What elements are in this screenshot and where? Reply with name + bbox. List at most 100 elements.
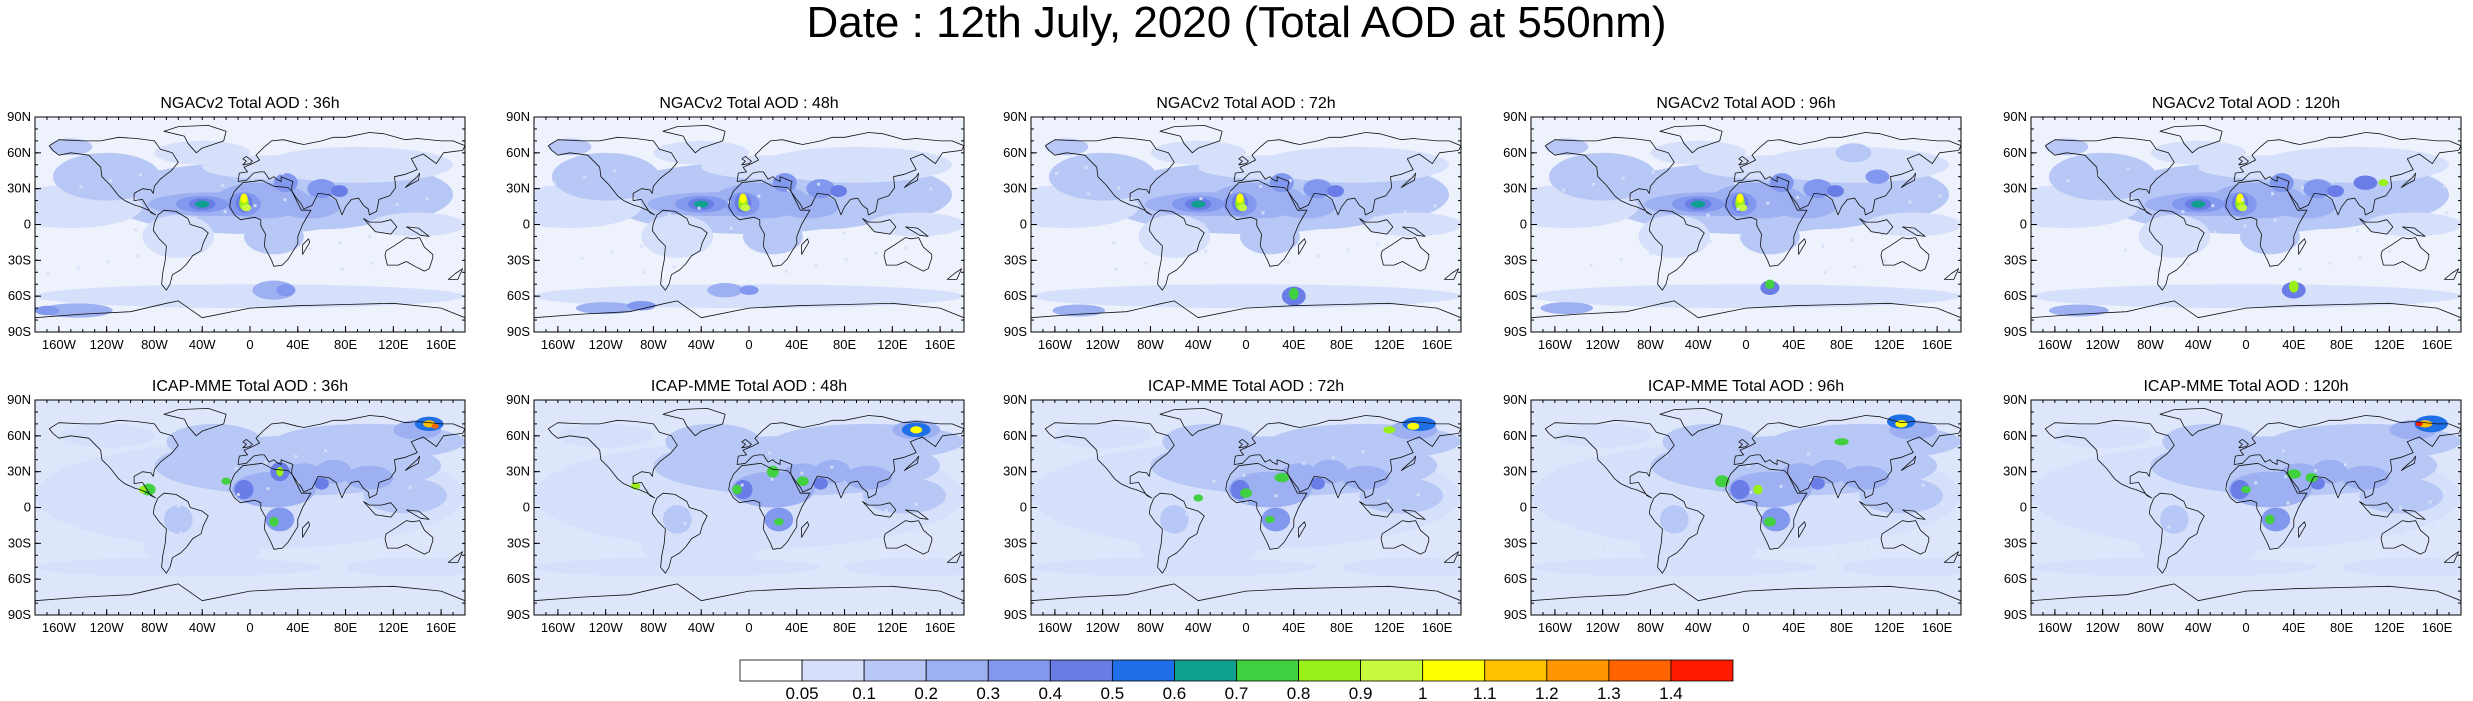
lon-tick-label: 120E <box>1874 620 1905 635</box>
aod-contour <box>240 193 248 204</box>
aod-contour <box>1048 152 1157 201</box>
lon-tick-label: 160W <box>1038 337 1073 352</box>
lon-tick-label: 120W <box>589 337 624 352</box>
lon-tick-label: 0 <box>1242 337 1249 352</box>
aod-contour <box>774 518 784 526</box>
aod-contour <box>49 138 93 156</box>
lon-tick-label: 160E <box>426 620 457 635</box>
colorbar: 0.05 0.1 0.2 0.3 0.4 0.5 0.6 0.7 0.8 0.9 1 1.1 1.2 1.… <box>739 659 1734 701</box>
lat-tick-label: 30N <box>1503 181 1527 196</box>
lon-tick-label: 80W <box>1637 337 1664 352</box>
lon-tick-label: 160W <box>2038 620 2073 635</box>
lon-tick-label: 0 <box>745 337 752 352</box>
colorbar-label: 0.3 <box>976 684 1000 701</box>
aod-contour <box>431 423 439 429</box>
aod-field <box>534 117 964 332</box>
aod-contour <box>2160 505 2189 534</box>
coastlines <box>2031 407 2461 615</box>
lat-tick-label: 90S <box>1004 607 1027 622</box>
lon-tick-label: 40E <box>2282 620 2305 635</box>
lon-tick-label: 40W <box>1185 620 1212 635</box>
aod-contour <box>164 505 193 534</box>
aod-contour <box>1191 200 1206 208</box>
lon-tick-label: 120W <box>1086 620 1121 635</box>
aod-contour <box>1052 304 1106 317</box>
lon-tick-label: 160E <box>2422 620 2453 635</box>
lat-tick-label: 0 <box>1020 217 1027 232</box>
panel-title: ICAP-MME Total AOD : 48h <box>651 378 847 395</box>
aod-contour <box>1763 517 1776 527</box>
lat-tick-label: 30S <box>507 252 530 267</box>
lon-tick-label: 40W <box>1685 337 1712 352</box>
aod-contour <box>1531 557 1818 577</box>
aod-contour <box>1054 423 1151 448</box>
lon-tick-label: 160W <box>1538 620 1573 635</box>
aod-contour <box>1311 459 1348 484</box>
aod-contour <box>2265 514 2275 525</box>
lat-tick-label: 30N <box>1003 464 1027 479</box>
aod-contour <box>1045 138 1089 156</box>
lon-tick-label: 80W <box>2137 620 2164 635</box>
lat-tick-label: 60S <box>1504 288 1527 303</box>
aod-contour <box>1778 463 1822 492</box>
aod-contour <box>2327 185 2344 198</box>
aod-contour <box>2048 152 2157 201</box>
aod-contour <box>315 459 352 484</box>
aod-contour <box>2261 507 2291 532</box>
lon-tick-label: 160W <box>42 337 77 352</box>
aod-contour <box>1827 185 1844 198</box>
colorbar-label: 0.9 <box>1349 684 1373 701</box>
colorbar-swatch <box>1546 659 1610 682</box>
aod-contour <box>221 477 231 485</box>
lat-tick-label: 60N <box>2003 428 2027 443</box>
aod-contour <box>1240 488 1252 498</box>
aod-contour <box>1769 173 1794 193</box>
aod-contour <box>35 557 322 577</box>
aod-contour <box>2241 486 2251 494</box>
aod-contour <box>2286 469 2301 479</box>
colorbar-label: 0.5 <box>1101 684 1125 701</box>
lat-tick-label: 90N <box>1003 392 1027 407</box>
map-panel: 90N 60N 30N 0 30S 60S 90S 160W 120W 80W 40W 0 40E 80E… <box>506 378 965 635</box>
aod-contour <box>2378 179 2389 187</box>
aod-contour <box>241 204 252 212</box>
aod-contour <box>2162 423 2258 460</box>
aod-contour <box>2048 304 2109 317</box>
lon-tick-label: 80E <box>2330 620 2353 635</box>
lat-tick-label: 30N <box>2003 181 2027 196</box>
aod-contour <box>2045 138 2089 156</box>
aod-contour <box>35 284 465 309</box>
aod-contour <box>2240 218 2300 255</box>
lon-tick-label: 40E <box>286 337 309 352</box>
colorbar-label: 0.7 <box>1225 684 1249 701</box>
colorbar-label: 1.4 <box>1659 684 1683 701</box>
lat-tick-label: 30N <box>506 181 530 196</box>
map-panel: 90N 60N 30N 0 30S 60S 90S 160W 120W 80W 40W 0 40E 80E… <box>1003 378 1462 635</box>
aod-contour <box>1841 465 1890 490</box>
aod-contour <box>534 557 821 577</box>
lat-tick-label: 90N <box>2003 109 2027 124</box>
lon-tick-label: 80W <box>141 620 168 635</box>
aod-contour <box>627 300 656 311</box>
lon-tick-label: 40W <box>688 337 715 352</box>
aod-contour <box>1138 214 1211 258</box>
lon-tick-label: 0 <box>2242 337 2249 352</box>
lon-tick-label: 0 <box>1242 620 1249 635</box>
lat-tick-label: 90N <box>7 392 31 407</box>
colorbar-swatch <box>1484 659 1548 682</box>
aod-contour <box>369 212 465 237</box>
coastlines <box>1031 125 1461 332</box>
lat-tick-label: 90S <box>507 324 530 339</box>
aod-contour <box>35 305 59 316</box>
coastlines <box>1031 407 1461 615</box>
aod-contour <box>641 214 714 258</box>
lat-tick-label: 0 <box>1520 500 1527 515</box>
aod-contour <box>2230 480 2250 500</box>
lon-tick-label: 80W <box>1137 337 1164 352</box>
lat-tick-label: 30S <box>8 535 31 550</box>
lon-tick-label: 0 <box>1742 620 1749 635</box>
lat-tick-label: 60N <box>1503 145 1527 160</box>
lon-tick-label: 120E <box>378 337 409 352</box>
aod-contour <box>1803 179 1832 199</box>
lon-tick-label: 160W <box>541 620 576 635</box>
